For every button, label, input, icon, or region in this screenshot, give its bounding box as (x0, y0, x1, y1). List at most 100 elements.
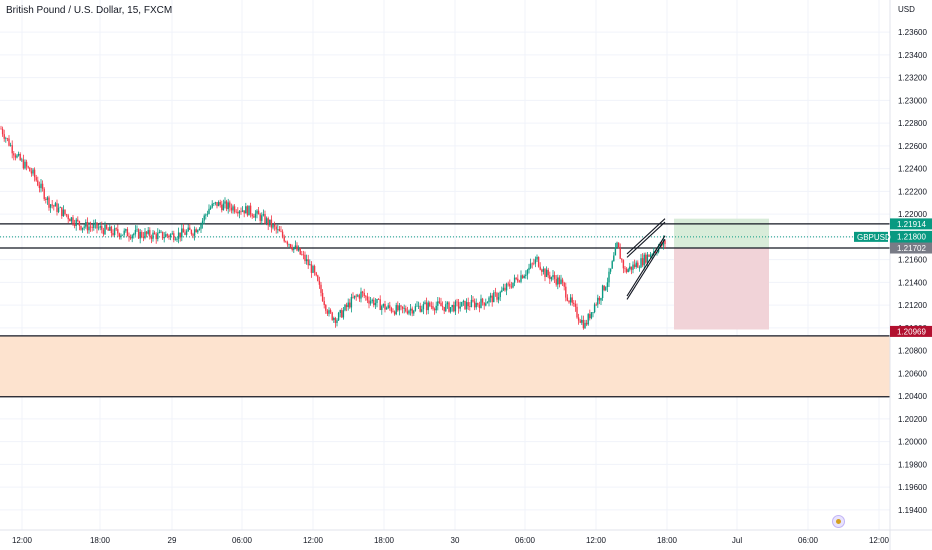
candle-body (305, 259, 308, 262)
candle-body (177, 232, 180, 239)
candle-body (229, 202, 231, 208)
candle-body (53, 205, 55, 207)
candle-body (94, 222, 97, 225)
candle-body (438, 301, 441, 303)
candle-body (598, 297, 601, 301)
candle-body (512, 282, 514, 288)
candle-body (296, 245, 298, 251)
candle-body (549, 275, 551, 280)
candle-body (454, 301, 457, 312)
y-tick-label: 1.20400 (898, 392, 927, 401)
candle-body (393, 311, 396, 315)
candle-body (72, 217, 74, 224)
candle-body (310, 264, 313, 273)
candle-body (29, 167, 31, 172)
candle-body (8, 138, 10, 146)
candle-body (584, 322, 586, 329)
candle-body (141, 231, 143, 237)
candle-body (353, 295, 356, 298)
candle-body (334, 318, 337, 323)
candle-body (326, 310, 329, 314)
candle-body (197, 230, 199, 233)
candle-body (224, 201, 226, 204)
candle-body (547, 269, 549, 276)
candle-body (499, 291, 501, 298)
candle-body (189, 227, 191, 231)
candle-body (313, 266, 316, 273)
candle-body (62, 209, 65, 217)
candle-body (518, 281, 521, 283)
price-axis[interactable]: 1.23600 1.23400 1.23200 1.23000 1.22800 1.226… (889, 0, 927, 550)
candle-body (126, 229, 129, 237)
candle-body (504, 287, 506, 291)
candle-body (411, 308, 413, 314)
candle-body (51, 204, 53, 206)
candle-body (622, 260, 625, 269)
candle-body (430, 306, 433, 307)
candle-body (109, 226, 111, 231)
candle-body (637, 262, 639, 268)
candle-body (358, 295, 361, 299)
candle-body (195, 229, 197, 233)
candle-body (336, 320, 338, 323)
candle-body (664, 240, 666, 244)
candle-body (22, 159, 25, 169)
candle-body (149, 230, 151, 237)
candle-body (627, 269, 629, 273)
candle-body (421, 309, 423, 312)
candle-body (267, 218, 269, 226)
candle-body (257, 210, 260, 215)
candle-body (312, 266, 314, 273)
candle-body (273, 224, 276, 227)
candle-body (374, 302, 377, 306)
candle-body (614, 247, 617, 256)
candle-body (505, 283, 508, 291)
candle-body (603, 285, 605, 291)
candle-body (405, 308, 407, 312)
candle-body (513, 277, 516, 283)
candle-body (472, 299, 474, 302)
candle-body (366, 296, 369, 301)
candle-body (635, 262, 637, 267)
candle-body (566, 297, 569, 301)
candle-body (81, 227, 84, 230)
candle-body (424, 302, 426, 305)
candle-body (345, 304, 348, 308)
candle-body (437, 301, 439, 306)
candle-body (545, 269, 548, 278)
tradingview-logo-icon[interactable] (832, 515, 845, 528)
candle-body (648, 254, 650, 257)
time-axis[interactable]: 12:00 18:00 29 06:00 12:00 18:00 30 06:00 12:00 1… (0, 529, 932, 545)
candle-body (613, 255, 615, 262)
candle-body (558, 277, 561, 285)
candle-body (526, 269, 529, 275)
candle-body (57, 207, 60, 212)
candle-body (417, 305, 420, 307)
candle-body (13, 153, 15, 156)
candle-body (507, 283, 509, 285)
candle-body (465, 302, 468, 310)
candle-body (168, 235, 170, 238)
candle-body (582, 319, 585, 329)
candle-body (21, 159, 23, 161)
candle-body (182, 228, 185, 233)
candle-body (240, 211, 242, 212)
candle-body (193, 229, 196, 236)
channel-drawing[interactable] (626, 218, 666, 300)
candle-body (43, 188, 45, 200)
candle-body (104, 225, 106, 235)
candle-body (387, 305, 389, 308)
chart-zones (0, 218, 890, 397)
candle-body (307, 259, 309, 266)
candle-body (400, 305, 402, 307)
candle-body (342, 310, 345, 318)
candle-body (469, 306, 471, 307)
candle-body (40, 183, 42, 189)
candle-body (99, 226, 101, 228)
candle-body (606, 282, 609, 288)
candle-body (264, 214, 266, 224)
candle-body (155, 234, 157, 240)
candle-body (502, 287, 505, 291)
y-tick-label: 1.23600 (898, 28, 927, 37)
